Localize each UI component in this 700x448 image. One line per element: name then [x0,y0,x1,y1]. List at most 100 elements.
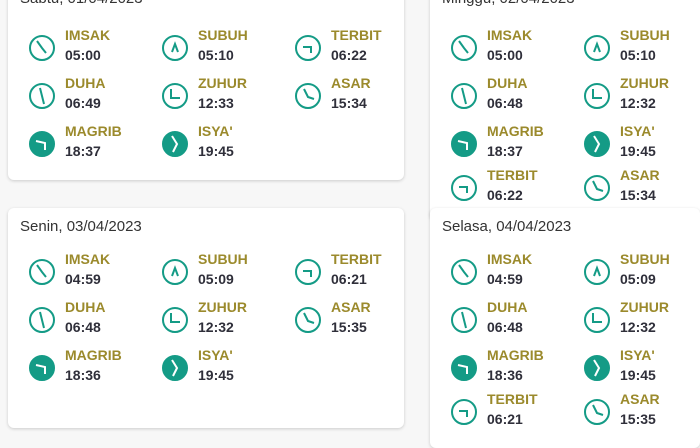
prayer-time-subuh: SUBUH 05:10 [583,27,700,71]
prayer-label: ZUHUR [198,75,247,91]
prayer-label: TERBIT [487,391,538,407]
prayer-label: IMSAK [487,27,533,43]
prayer-label: DUHA [65,75,106,91]
prayer-label: SUBUH [620,251,670,267]
prayer-label: DUHA [65,299,106,315]
prayer-time-terbit: TERBIT 06:21 [294,251,414,295]
prayer-time-value: 06:22 [487,187,523,203]
prayer-time-isya: ISYA' 19:45 [161,123,281,167]
prayer-time-value: 19:45 [620,367,656,383]
prayer-label: ASAR [620,167,660,183]
prayer-time-zuhur: ZUHUR 12:32 [583,299,700,343]
prayer-label: ASAR [331,299,371,315]
clock-icon [295,35,321,61]
prayer-time-isya: ISYA' 19:45 [583,123,700,167]
prayer-time-value: 18:36 [487,367,523,383]
clock-icon [295,259,321,285]
prayer-label: ISYA' [198,123,233,139]
clock-icon [584,175,610,201]
prayer-time-asar: ASAR 15:35 [583,391,700,435]
clock-icon [295,83,321,109]
prayer-time-subuh: SUBUH 05:10 [161,27,281,71]
prayer-label: ISYA' [198,347,233,363]
clock-filled-icon [584,355,610,381]
clock-icon [451,175,477,201]
clock-icon [162,35,188,61]
prayer-time-value: 05:10 [620,47,656,63]
prayer-time-terbit: TERBIT 06:22 [294,27,414,71]
prayer-time-subuh: SUBUH 05:09 [161,251,281,295]
prayer-time-value: 05:00 [487,47,523,63]
prayer-time-imsak: IMSAK 05:00 [450,27,570,71]
clock-filled-icon [162,355,188,381]
prayer-time-magrib: MAGRIB 18:37 [28,123,148,167]
prayer-time-value: 19:45 [198,367,234,383]
prayer-time-imsak: IMSAK 04:59 [450,251,570,295]
prayer-time-value: 12:32 [620,319,656,335]
prayer-time-value: 05:09 [620,271,656,287]
prayer-label: TERBIT [331,27,382,43]
prayer-time-magrib: MAGRIB 18:36 [450,347,570,391]
clock-filled-icon [584,131,610,157]
prayer-time-duha: DUHA 06:49 [28,75,148,119]
prayer-time-zuhur: ZUHUR 12:33 [161,75,281,119]
prayer-time-value: 12:33 [198,95,234,111]
day-date: Selasa, 04/04/2023 [442,218,572,235]
clock-icon [584,259,610,285]
clock-icon [584,83,610,109]
prayer-label: ASAR [331,75,371,91]
prayer-time-value: 18:36 [65,367,101,383]
prayer-label: IMSAK [65,27,111,43]
clock-icon [451,259,477,285]
clock-icon [451,35,477,61]
clock-icon [29,307,55,333]
clock-icon [584,35,610,61]
prayer-time-zuhur: ZUHUR 12:32 [161,299,281,343]
prayer-label: DUHA [487,75,528,91]
clock-icon [162,259,188,285]
prayer-time-value: 05:10 [198,47,234,63]
prayer-label: TERBIT [331,251,382,267]
prayer-label: TERBIT [487,167,538,183]
prayer-time-value: 15:34 [620,187,656,203]
day-card: Senin, 03/04/2023 IMSAK 04:59 SUBUH 05:09 TER… [8,208,404,428]
clock-icon [29,83,55,109]
prayer-time-value: 06:48 [487,319,523,335]
clock-icon [451,307,477,333]
prayer-time-value: 04:59 [487,271,523,287]
prayer-label: SUBUH [198,251,248,267]
prayer-label: SUBUH [620,27,670,43]
prayer-time-imsak: IMSAK 05:00 [28,27,148,71]
prayer-time-magrib: MAGRIB 18:36 [28,347,148,391]
prayer-time-terbit: TERBIT 06:22 [450,167,570,211]
prayer-time-magrib: MAGRIB 18:37 [450,123,570,167]
prayer-time-asar: ASAR 15:35 [294,299,414,343]
prayer-label: MAGRIB [65,123,122,139]
prayer-time-value: 06:49 [65,95,101,111]
prayer-time-subuh: SUBUH 05:09 [583,251,700,295]
prayer-time-zuhur: ZUHUR 12:32 [583,75,700,119]
prayer-time-value: 19:45 [198,143,234,159]
clock-filled-icon [451,131,477,157]
day-date: Senin, 03/04/2023 [20,218,142,235]
prayer-label: MAGRIB [487,123,544,139]
prayer-time-value: 15:35 [620,411,656,427]
clock-icon [451,399,477,425]
prayer-label: SUBUH [198,27,248,43]
prayer-label: ZUHUR [198,299,247,315]
prayer-time-value: 12:32 [620,95,656,111]
prayer-label: IMSAK [487,251,533,267]
prayer-label: ZUHUR [620,299,669,315]
prayer-time-value: 05:00 [65,47,101,63]
prayer-time-value: 15:34 [331,95,367,111]
prayer-time-terbit: TERBIT 06:21 [450,391,570,435]
prayer-label: MAGRIB [487,347,544,363]
prayer-time-value: 05:09 [198,271,234,287]
prayer-label: ZUHUR [620,75,669,91]
prayer-label: MAGRIB [65,347,122,363]
clock-icon [162,83,188,109]
clock-filled-icon [29,355,55,381]
day-card: Sabtu, 01/04/2023 IMSAK 05:00 SUBUH 05:10 TER… [8,0,404,180]
prayer-label: IMSAK [65,251,111,267]
prayer-time-value: 04:59 [65,271,101,287]
